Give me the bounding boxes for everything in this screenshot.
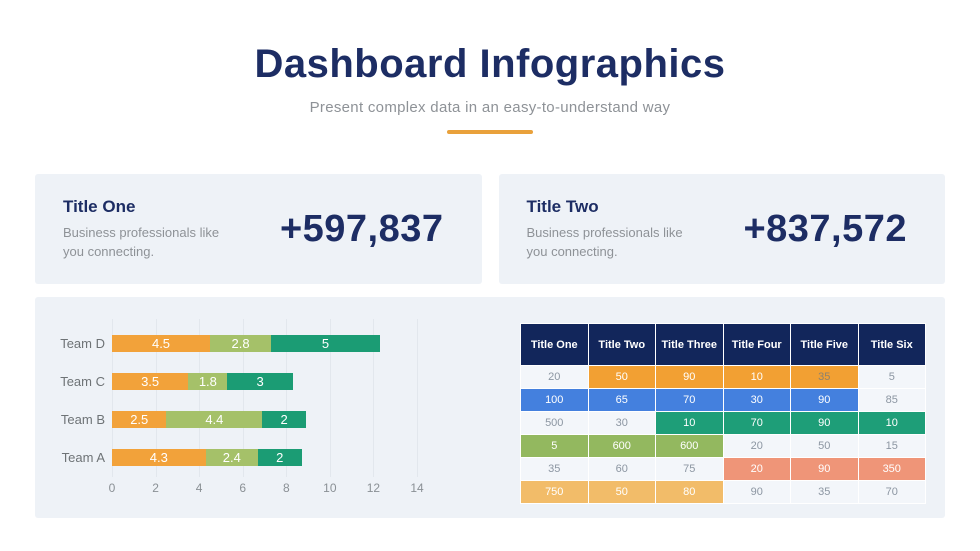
bar-row: 4.5 2.8 5: [112, 335, 380, 352]
chart-gridline: [329, 319, 331, 477]
chart-gridline: [373, 319, 375, 477]
stacked-bar-chart: 0 2 4 6 8 10 12 14 Team D 4.5 2.8 5 Team C 3.5 1.8 3 Tea…: [35, 297, 500, 518]
table-cell: 70: [723, 412, 790, 434]
stat-card-two: Title Two Business professionals like yo…: [498, 174, 945, 284]
bar-segment: 2.4: [205, 449, 258, 466]
stat-card-two-value: +837,572: [743, 207, 907, 250]
bar-category-label: Team B: [60, 412, 105, 427]
x-axis-tick-label: 0: [108, 481, 116, 495]
x-axis-tick-label: 4: [195, 481, 203, 495]
bar-segment: 2.8: [210, 335, 272, 352]
bar-segment: 3.5: [112, 373, 189, 390]
page-subtitle: Present complex data in an easy-to-under…: [309, 99, 671, 116]
bar-row: 2.5 4.4 2: [112, 411, 306, 428]
table-cell: 15: [858, 435, 925, 457]
bar-segment: 4.5: [112, 335, 211, 352]
table-header-cell: Title Six: [858, 324, 925, 365]
slide-header: Dashboard Infographics Present complex d…: [0, 42, 980, 134]
bar-segment: 2.5: [112, 411, 167, 428]
bar-row: 3.5 1.8 3: [112, 373, 293, 390]
table-cell: 50: [791, 435, 858, 457]
table-cell: 30: [588, 412, 655, 434]
stat-card-one: Title One Business professionals like yo…: [35, 174, 482, 284]
bar-segment: 3: [227, 373, 293, 390]
chart-gridline: [155, 319, 157, 477]
x-axis-tick-label: 14: [410, 481, 424, 495]
x-axis-tick-label: 8: [282, 481, 290, 495]
table-cell: 350: [858, 458, 925, 480]
stat-card-two-description: Business professionals like you connecti…: [526, 225, 683, 259]
table-cell: 80: [656, 481, 723, 503]
table-cell: 30: [723, 389, 790, 411]
bar-segment: 5: [271, 335, 380, 352]
table-cell: 10: [656, 412, 723, 434]
bar-segment: 2: [262, 411, 306, 428]
stat-card-two-text: Title Two Business professionals like yo…: [527, 197, 707, 260]
table-cell: 35: [791, 481, 858, 503]
table-header-cell: Title Five: [791, 324, 858, 365]
table-cell: 10: [723, 366, 790, 388]
table-cell: 90: [723, 481, 790, 503]
table-cell: 10: [858, 412, 925, 434]
bar-segment: 4.3: [112, 449, 206, 466]
table-cell: 70: [656, 389, 723, 411]
table-cell: 100: [521, 389, 588, 411]
table-cell: 5: [521, 435, 588, 457]
table-cell: 20: [723, 458, 790, 480]
chart-gridline: [286, 319, 288, 477]
table-cell: 35: [791, 366, 858, 388]
x-axis-tick-label: 10: [323, 481, 337, 495]
table-header-cell: Title Three: [656, 324, 723, 365]
bar-row: 4.3 2.4 2: [112, 449, 302, 466]
chart-gridline: [199, 319, 201, 477]
table-cell: 60: [588, 458, 655, 480]
table-cell: 50: [588, 366, 655, 388]
table-cell: 65: [588, 389, 655, 411]
table-cell: 600: [588, 435, 655, 457]
stat-cards-row: Title One Business professionals like yo…: [35, 174, 945, 284]
bar-segment: 1.8: [188, 373, 228, 390]
table-header-cell: Title Two: [588, 324, 655, 365]
chart-gridline: [242, 319, 244, 477]
table-cell: 20: [723, 435, 790, 457]
bar-segment: 2: [257, 449, 302, 466]
bar-category-label: Team D: [60, 336, 105, 351]
page-title: Dashboard Infographics: [254, 42, 726, 86]
bar-category-label: Team A: [61, 450, 105, 465]
table-cell: 500: [521, 412, 588, 434]
table-cell: 20: [521, 366, 588, 388]
table-header-cell: Title Four: [723, 324, 790, 365]
table-cell: 70: [858, 481, 925, 503]
chart-gridline: [417, 319, 418, 477]
bar-segment: 4.4: [166, 411, 263, 428]
table-cell: 85: [858, 389, 925, 411]
table-cell: 600: [656, 435, 723, 457]
data-table: Title One Title Two Title Three Title Four T…: [520, 323, 926, 504]
x-axis-tick-label: 6: [239, 481, 247, 495]
dashboard-panel: 0 2 4 6 8 10 12 14 Team D 4.5 2.8 5 Team C 3.5 1.8 3 Tea…: [35, 297, 945, 518]
table-cell: 50: [588, 481, 655, 503]
stat-card-one-text: Title One Business professionals like yo…: [63, 197, 243, 260]
stat-card-one-title: Title One: [63, 197, 136, 217]
chart-gridline: [112, 319, 113, 477]
table-cell: 90: [791, 412, 858, 434]
table-cell: 75: [656, 458, 723, 480]
table-header-cell: Title One: [521, 324, 588, 365]
stat-card-one-description: Business professionals like you connecti…: [63, 225, 220, 259]
table-cell: 35: [521, 458, 588, 480]
x-axis-tick-label: 12: [366, 481, 381, 495]
bar-category-label: Team C: [60, 374, 105, 389]
table-cell: 750: [521, 481, 588, 503]
table-cell: 90: [656, 366, 723, 388]
stat-card-two-title: Title Two: [526, 197, 599, 217]
accent-divider: [447, 130, 533, 134]
table-cell: 5: [858, 366, 925, 388]
stat-card-one-value: +597,837: [279, 207, 444, 250]
x-axis-tick-label: 2: [152, 481, 159, 495]
table-cell: 90: [791, 458, 858, 480]
table-cell: 90: [791, 389, 858, 411]
